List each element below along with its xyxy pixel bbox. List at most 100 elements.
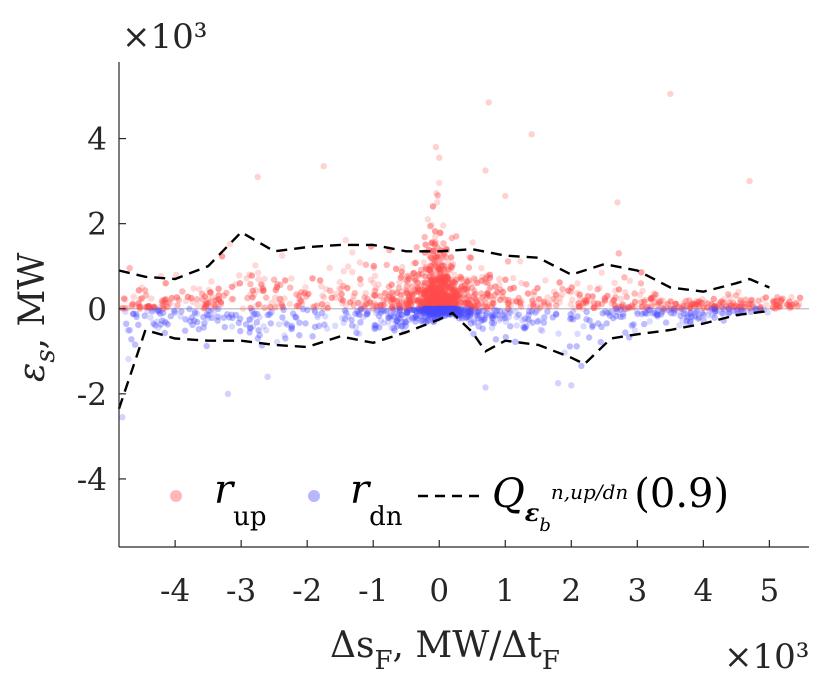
scatter-point-r-up (413, 244, 420, 251)
scatter-point-r-up (431, 301, 439, 308)
scatter-point-r-up (528, 131, 535, 138)
scatter-point-r-up (430, 303, 437, 310)
scatter-point-r-up (425, 303, 432, 311)
scatter-point-r-up (410, 290, 417, 298)
scatter-point-r-up (398, 268, 405, 275)
scatter-point-r-up (461, 291, 468, 299)
scatter-point-r-up (440, 283, 447, 291)
scatter-point-r-up (309, 275, 316, 282)
scatter-point-r-up (431, 303, 438, 311)
scatter-point-r-dn (665, 307, 673, 314)
scatter-point-r-up (439, 281, 447, 288)
scatter-point-r-up (631, 298, 639, 306)
scatter-point-r-up (135, 300, 142, 307)
scatter-point-r-up (483, 304, 490, 311)
scatter-point-r-up (418, 300, 426, 307)
scatter-point-r-up (710, 295, 717, 303)
legend-r-up-sub: up (233, 502, 266, 532)
scatter-point-r-up (594, 286, 601, 293)
scatter-point-r-up (429, 305, 436, 312)
scatter-point-r-up (486, 271, 493, 278)
scatter-point-r-up (675, 304, 682, 311)
scatter-point-r-up (482, 300, 489, 307)
scatter-point-r-up (434, 300, 442, 308)
scatter-point-r-up (594, 303, 602, 310)
scatter-point-r-up (502, 276, 509, 283)
scatter-point-r-up (405, 275, 412, 282)
scatter-point-r-up (460, 286, 468, 294)
scatter-point-r-up (482, 279, 490, 286)
scatter-point-r-dn (357, 319, 364, 326)
scatter-point-r-dn (493, 307, 501, 314)
scatter-point-r-up (405, 273, 413, 280)
scatter-point-r-up (434, 304, 441, 312)
scatter-point-r-up (320, 305, 327, 312)
scatter-point-r-up (445, 298, 453, 305)
scatter-point-r-up (479, 294, 486, 301)
scatter-point-r-up (415, 298, 423, 305)
scatter-point-r-up (383, 261, 390, 269)
scatter-point-r-up (454, 297, 461, 304)
scatter-point-r-up (435, 300, 442, 307)
scatter-point-r-up (479, 303, 486, 311)
scatter-point-r-up (401, 304, 408, 311)
scatter-point-r-up (726, 299, 733, 306)
scatter-point-r-dn (589, 323, 596, 331)
scatter-point-r-up (444, 276, 451, 284)
scatter-point-r-up (433, 296, 441, 304)
scatter-point-r-up (448, 276, 455, 284)
scatter-point-r-up (482, 167, 489, 174)
scatter-point-r-up (687, 302, 694, 309)
scatter-point-r-dn (221, 323, 228, 331)
legend-q-symbol: Q (492, 471, 525, 517)
scatter-point-r-up (440, 302, 447, 309)
scatter-point-r-up (409, 292, 416, 299)
scatter-point-r-up (439, 304, 446, 312)
scatter-point-r-up (448, 279, 455, 286)
scatter-point-r-dn (341, 307, 349, 314)
scatter-point-r-up (255, 301, 262, 308)
scatter-point-r-up (582, 299, 590, 306)
scatter-point-r-up (435, 277, 442, 285)
scatter-point-r-up (518, 279, 525, 287)
scatter-point-r-up (124, 304, 131, 312)
scatter-point-r-up (746, 300, 753, 308)
scatter-point-r-up (670, 305, 678, 312)
scatter-point-r-up (787, 303, 795, 311)
scatter-point-r-up (430, 282, 437, 289)
scatter-point-r-up (413, 288, 421, 295)
scatter-point-r-up (448, 292, 455, 299)
scatter-point-r-up (486, 286, 493, 293)
scatter-point-r-up (510, 274, 517, 282)
scatter-point-r-up (580, 299, 587, 307)
scatter-point-r-up (440, 295, 447, 303)
scatter-point-r-up (651, 294, 658, 301)
scatter-point-r-up (443, 273, 450, 280)
scatter-point-r-up (143, 304, 150, 311)
scatter-point-r-up (131, 301, 139, 308)
scatter-point-r-up (433, 290, 440, 297)
scatter-point-r-up (573, 289, 581, 297)
scatter-point-r-dn (537, 326, 544, 333)
scatter-point-r-up (286, 300, 293, 308)
scatter-point-r-dn (634, 310, 641, 317)
scatter-point-r-up (208, 278, 215, 285)
scatter-point-r-up (762, 294, 770, 301)
scatter-point-r-up (437, 296, 444, 303)
scatter-point-r-up (404, 296, 411, 303)
scatter-point-r-up (432, 233, 439, 240)
scatter-point-r-up (440, 300, 448, 307)
scatter-point-r-up (657, 301, 665, 308)
scatter-point-r-up (145, 303, 152, 310)
scatter-point-r-up (439, 297, 446, 305)
scatter-point-r-up (320, 163, 327, 170)
scatter-point-r-up (545, 300, 552, 307)
scatter-point-r-up (439, 305, 446, 312)
scatter-point-r-up (422, 273, 429, 280)
scatter-point-r-up (438, 303, 446, 310)
scatter-point-r-up (351, 290, 358, 297)
scatter-point-r-up (449, 262, 456, 269)
scatter-point-r-up (432, 305, 440, 312)
scatter-point-r-up (505, 301, 513, 308)
x-tick-label: 5 (760, 573, 780, 609)
